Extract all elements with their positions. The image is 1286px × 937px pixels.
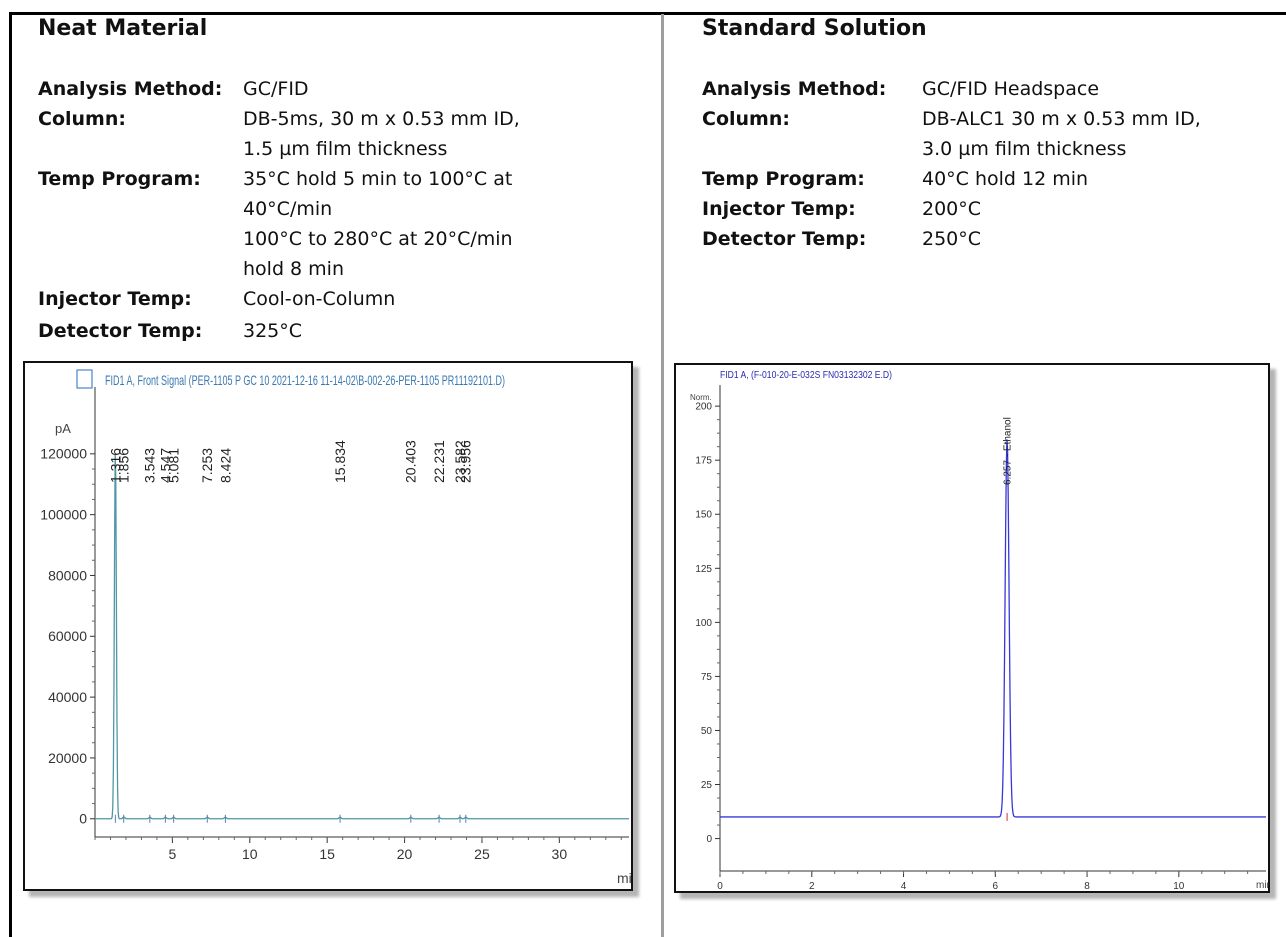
chart1-peak-label-3: 4.547 xyxy=(157,448,173,483)
std-label-1: Column: xyxy=(702,108,790,130)
neat-label-0: Analysis Method: xyxy=(38,78,223,100)
chart1-x-tick-label-4: 25 xyxy=(474,846,490,862)
chart1-peak-label-8: 20.403 xyxy=(403,440,419,483)
chart1-y-tick-label-0: 0 xyxy=(79,811,87,827)
neat-value-2-line-1: 40°C/min xyxy=(243,198,333,220)
neat-value-1-line-1: 1.5 µm film thickness xyxy=(243,138,448,160)
chart1-title: FID1 A, Front Signal (PER-1105 P GC 10 2… xyxy=(105,372,505,388)
std-value-0-line-0: GC/FID Headspace xyxy=(922,78,1100,100)
std-value-2-line-0: 40°C hold 12 min xyxy=(922,168,1089,190)
neat-value-3-line-0: Cool-on-Column xyxy=(243,288,396,310)
neat-value-2-line-2: 100°C to 280°C at 20°C/min xyxy=(243,228,513,250)
standard-solution-chromatogram: FID1 A, (F-010-20-E-032S FN03132302 E.D)… xyxy=(674,363,1270,893)
chart1-x-tick-label-5: 30 xyxy=(552,846,568,862)
chart1-x-tick-label-3: 20 xyxy=(397,846,413,862)
neat-value-4: 325°C xyxy=(243,316,302,346)
chart2-x-tick-label-4: 8 xyxy=(1084,881,1090,891)
neat-material-chromatogram: FID1 A, Front Signal (PER-1105 P GC 10 2… xyxy=(23,361,633,891)
std-value-4: 250°C xyxy=(922,224,981,254)
chart2-y-tick-label-3: 75 xyxy=(701,672,713,683)
std-value-0: GC/FID Headspace xyxy=(922,74,1099,104)
neat-value-3: Cool-on-Column xyxy=(243,284,395,314)
neat-value-2-line-3: hold 8 min xyxy=(243,258,345,280)
chart1-peak-label-10: 23.582 xyxy=(452,440,468,483)
chart2-y-axis-label: Norm. xyxy=(690,393,712,402)
chart1-signal-trace xyxy=(95,455,629,820)
chart2-y-tick-label-1: 25 xyxy=(701,780,713,791)
chart1-x-axis-label: min xyxy=(617,870,631,886)
chart1-y-tick-label-1: 20000 xyxy=(48,750,87,766)
chart2-y-tick-label-8: 200 xyxy=(695,402,712,413)
chart1-y-tick-label-3: 60000 xyxy=(48,628,87,644)
neat-value-1: DB-5ms, 30 m x 0.53 mm ID, 1.5 µm film th… xyxy=(243,104,520,164)
frame-top-border xyxy=(10,12,1286,15)
chart1-peak-label-7: 15.834 xyxy=(332,440,348,483)
chart1-legend-swatch xyxy=(76,369,93,389)
chart1-peak-label-2: 3.543 xyxy=(142,448,158,483)
chart2-x-tick-label-0: 0 xyxy=(717,881,723,891)
neat-label-4: Detector Temp: xyxy=(38,320,203,342)
std-value-1-line-0: DB-ALC1 30 m x 0.53 mm ID, xyxy=(922,108,1201,130)
column-divider xyxy=(661,14,664,937)
neat-label-1: Column: xyxy=(38,108,126,130)
chart1-y-tick-label-6: 120000 xyxy=(40,446,87,462)
chart1-peak-label-9: 22.231 xyxy=(431,440,447,483)
chart2-x-tick-label-1: 2 xyxy=(809,881,815,891)
chart1-peak-label-4: 5.081 xyxy=(166,448,182,483)
standard-solution-title: Standard Solution xyxy=(702,16,927,41)
chart2-y-tick-label-0: 0 xyxy=(706,834,712,845)
chart1-y-tick-label-4: 80000 xyxy=(48,567,87,583)
chart2-x-tick-label-2: 4 xyxy=(901,881,907,891)
std-value-3: 200°C xyxy=(922,194,981,224)
chart2-x-tick-label-5: 10 xyxy=(1173,881,1185,891)
frame-left-border xyxy=(9,12,12,937)
std-value-4-line-0: 250°C xyxy=(922,228,982,250)
chart1-x-tick-label-0: 5 xyxy=(168,846,176,862)
chart1-y-tick-label-2: 40000 xyxy=(48,689,87,705)
neat-value-2: 35°C hold 5 min to 100°C at 40°C/min 100°C… xyxy=(243,164,513,284)
std-label-2: Temp Program: xyxy=(702,168,865,190)
std-label-3: Injector Temp: xyxy=(702,198,856,220)
neat-value-0: GC/FID xyxy=(243,74,309,104)
neat-value-0-line-0: GC/FID xyxy=(243,78,309,100)
chart2-x-tick-label-3: 6 xyxy=(993,881,999,891)
chart1-peak-label-1: 1.856 xyxy=(116,448,132,483)
std-value-2: 40°C hold 12 min xyxy=(922,164,1088,194)
chart1-peak-label-5: 7.253 xyxy=(199,448,215,483)
chart1-x-tick-label-1: 10 xyxy=(242,846,258,862)
chart2-peak-label-0: 6.257 - Ethanol xyxy=(1003,417,1014,485)
neat-label-2: Temp Program: xyxy=(38,168,201,190)
std-label-4: Detector Temp: xyxy=(702,228,867,250)
chart1-x-tick-label-2: 15 xyxy=(319,846,335,862)
chart2-signal-trace xyxy=(720,439,1266,818)
neat-material-title: Neat Material xyxy=(38,16,208,41)
chart2-y-tick-label-4: 100 xyxy=(695,618,712,629)
chart1-peak-label-11: 23.956 xyxy=(458,440,474,483)
neat-label-3: Injector Temp: xyxy=(38,288,192,310)
chart1-y-axis-label: pA xyxy=(55,421,71,436)
std-value-1-line-1: 3.0 µm film thickness xyxy=(922,138,1127,160)
neat-value-2-line-0: 35°C hold 5 min to 100°C at xyxy=(243,168,513,190)
chart2-title: FID1 A, (F-010-20-E-032S FN03132302 E.D) xyxy=(720,370,892,381)
chart2-y-tick-label-6: 150 xyxy=(695,510,712,521)
std-value-3-line-0: 200°C xyxy=(922,198,982,220)
chart2-x-axis-label: min xyxy=(1256,880,1268,891)
chart2-y-tick-label-5: 125 xyxy=(695,564,712,575)
neat-value-4-line-0: 325°C xyxy=(243,320,303,342)
chart2-y-tick-label-2: 50 xyxy=(701,726,713,737)
std-label-0: Analysis Method: xyxy=(702,78,887,100)
chart1-peak-label-0: 1.316 xyxy=(107,448,123,483)
chart2-y-tick-label-7: 175 xyxy=(695,456,712,467)
chart1-y-tick-label-5: 100000 xyxy=(40,507,87,523)
neat-value-1-line-0: DB-5ms, 30 m x 0.53 mm ID, xyxy=(243,108,520,130)
std-value-1: DB-ALC1 30 m x 0.53 mm ID, 3.0 µm film th… xyxy=(922,104,1201,164)
chart1-peak-label-6: 8.424 xyxy=(217,448,233,483)
